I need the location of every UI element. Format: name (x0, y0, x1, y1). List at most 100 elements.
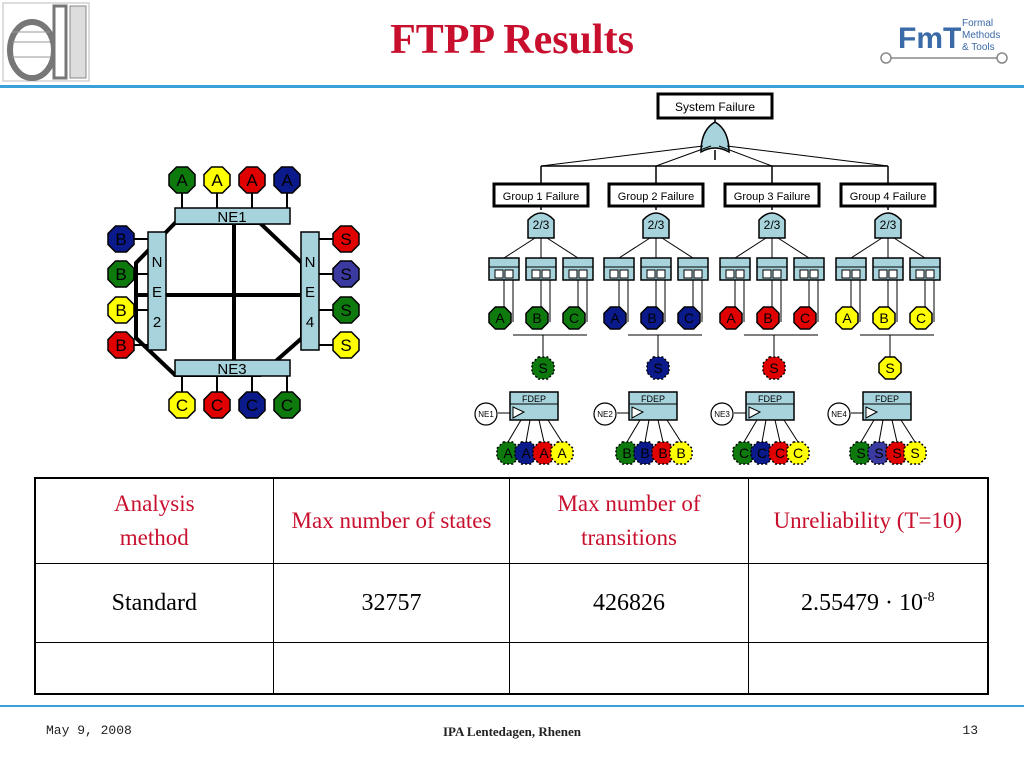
spare-gate (677, 257, 709, 281)
node-b-4-label: B (115, 336, 126, 355)
leaf-3-A: A (719, 306, 743, 330)
leaf-1-A-label: A (495, 310, 505, 326)
fmt-logo-line-1: Formal (962, 18, 993, 29)
fdep-4-label: FDEP (875, 394, 899, 404)
fdep-3-label: FDEP (758, 394, 782, 404)
fdep-dep-3-2-label: C (757, 445, 767, 461)
leaf-2-C-label: C (684, 310, 694, 326)
node-b-3: B (107, 296, 135, 324)
fdep-dep-4-1-label: S (856, 445, 865, 461)
spare-gate (488, 257, 520, 281)
spare-2: S (646, 356, 670, 380)
node-b-4: B (107, 331, 135, 359)
fdep-trigger-2-label: NE2 (597, 410, 613, 419)
ut-logo (2, 2, 90, 82)
vote-gate-1-label: 2/3 (533, 218, 550, 232)
node-c-3-label: C (246, 396, 258, 415)
node-a-4-label: A (281, 171, 293, 190)
leaf-3-C-label: C (800, 310, 810, 326)
top-event-label: System Failure (675, 100, 755, 114)
cell-unreliability: 2.55479 · 10-8 (747, 563, 989, 643)
node-c-2-label: C (211, 396, 223, 415)
header-analysis-method-line-1: Analysis (114, 491, 195, 516)
leaf-3-A-label: A (726, 310, 736, 326)
spare-gate (793, 257, 825, 281)
spare-4: S (878, 356, 902, 380)
fdep-dep-4-4: S (903, 441, 927, 465)
ne2-label-3: 2 (153, 314, 161, 331)
fdep-dep-3-3: C (768, 441, 792, 465)
node-b-1-label: B (115, 230, 126, 249)
ne4-label-2: E (305, 284, 315, 301)
group-3: Group 3 Failure 2/3 A B C S (719, 182, 825, 380)
footer-page-number: 13 (962, 723, 978, 738)
fdep-2-label: FDEP (641, 394, 665, 404)
header-analysis-method: Analysis method (34, 477, 274, 564)
fault-tree-diagram: System Failure Group 1 Failure 2/3 A B C S Gro… (474, 92, 941, 465)
node-a-1: A (168, 166, 196, 194)
leaf-1-C-label: C (569, 310, 579, 326)
fdep-trigger-3-label: NE3 (714, 410, 730, 419)
spare-gate (756, 257, 788, 281)
spare-1: S (531, 356, 555, 380)
cell-transitions: 426826 (509, 563, 749, 643)
node-s-3-label: S (340, 301, 351, 320)
fdep-dep-2-4: B (669, 441, 693, 465)
footer-event: IPA Lentedagen, Rhenen (442, 724, 582, 739)
ne4-label-1: N (305, 254, 316, 271)
header-max-states: Max number of states (272, 477, 511, 564)
fdep-trigger-4 (827, 402, 851, 426)
node-b-2: B (107, 260, 135, 288)
node-c-1-label: C (176, 396, 188, 415)
group-4-label: Group 4 Failure (850, 191, 926, 203)
ne1-label: NE1 (217, 209, 246, 226)
fdep-dep-4-1: S (849, 441, 873, 465)
footer-rule (0, 705, 1024, 707)
node-s-1-label: S (340, 230, 351, 249)
group-4: Group 4 Failure 2/3 A B C S (835, 182, 941, 380)
cell-method: Standard (34, 563, 274, 643)
fdep-dep-3-1-label: C (739, 445, 749, 461)
results-table: Analysis method Max number of states Max… (34, 477, 989, 695)
spare-gate (909, 257, 941, 281)
fdep-dep-2-2: B (633, 441, 657, 465)
fdep-trigger-2 (593, 402, 617, 426)
fdep-dep-4-2-label: S (874, 445, 883, 461)
unrel-base: 2.55479 · 10 (800, 589, 923, 616)
fdep-dep-4-3-label: S (892, 445, 901, 461)
fdep-dep-2-2-label: B (640, 445, 649, 461)
node-s-2-label: S (340, 265, 351, 284)
fdep-trigger-3 (710, 402, 734, 426)
ne3-bar (174, 359, 291, 377)
leaf-1-B-label: B (532, 310, 541, 326)
cell-states: 32757 (272, 563, 511, 643)
leaf-2-B-label: B (647, 310, 656, 326)
fmt-logo: FmT Formal Methods & Tools (880, 18, 1008, 64)
leaf-4-C-label: C (916, 310, 926, 326)
cell-unreliability (747, 642, 989, 695)
fdep-trigger-1 (474, 402, 498, 426)
group-1-label: Group 1 Failure (503, 191, 579, 203)
fdep-dep-3-4: C (786, 441, 810, 465)
fdep-dep-1-2: A (514, 441, 538, 465)
fdep-dep-2-4-label: B (676, 445, 685, 461)
spare-gate (835, 257, 867, 281)
spare-1-label: S (538, 360, 547, 376)
fdep-trigger-1-label: NE1 (478, 410, 494, 419)
ne2-label-2: E (152, 284, 162, 301)
spare-4-label: S (885, 360, 894, 376)
fdep-dep-1-4: A (550, 441, 574, 465)
fdep-dep-3-3-label: C (775, 445, 785, 461)
fmt-logo-line-2: Methods (962, 30, 1000, 41)
vote-gate-3 (758, 212, 786, 239)
group-2-label: Group 2 Failure (618, 191, 694, 203)
fdep-trigger-4-label: NE4 (831, 410, 847, 419)
ne4-bar (300, 231, 320, 351)
leaf-4-B: B (872, 306, 896, 330)
spare-gate (603, 257, 635, 281)
spare-3: S (762, 356, 786, 380)
